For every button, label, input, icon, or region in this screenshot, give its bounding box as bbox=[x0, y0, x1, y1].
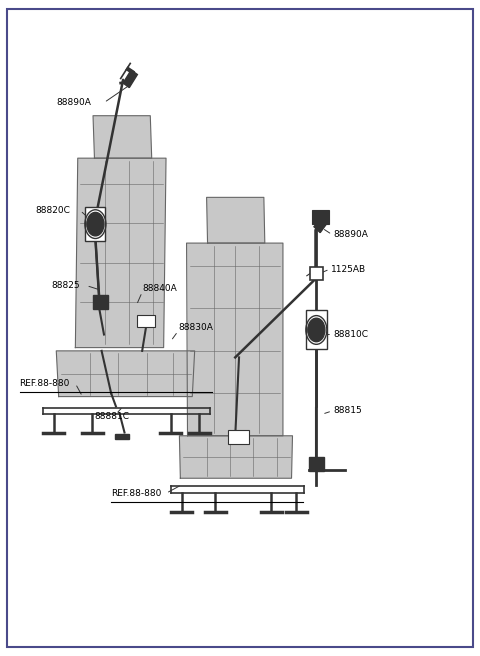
Text: 88825: 88825 bbox=[51, 281, 80, 290]
FancyBboxPatch shape bbox=[137, 315, 155, 327]
FancyBboxPatch shape bbox=[306, 310, 327, 349]
Text: 88890A: 88890A bbox=[56, 98, 91, 107]
Polygon shape bbox=[93, 115, 152, 158]
Polygon shape bbox=[187, 243, 283, 436]
Text: 1125AB: 1125AB bbox=[331, 265, 366, 274]
FancyBboxPatch shape bbox=[312, 210, 329, 224]
Text: 88830A: 88830A bbox=[178, 323, 213, 333]
Polygon shape bbox=[180, 436, 292, 478]
Polygon shape bbox=[206, 197, 265, 243]
Text: REF.88-880: REF.88-880 bbox=[111, 489, 162, 498]
FancyBboxPatch shape bbox=[228, 430, 249, 444]
Text: REF.88-880: REF.88-880 bbox=[20, 379, 70, 388]
FancyBboxPatch shape bbox=[85, 207, 106, 241]
Polygon shape bbox=[115, 434, 129, 439]
Text: 88820C: 88820C bbox=[36, 206, 71, 215]
FancyBboxPatch shape bbox=[309, 457, 324, 471]
FancyBboxPatch shape bbox=[310, 266, 323, 279]
Text: 88890A: 88890A bbox=[333, 230, 368, 239]
Text: 88815: 88815 bbox=[333, 407, 362, 415]
Circle shape bbox=[87, 213, 104, 236]
Polygon shape bbox=[314, 216, 328, 233]
Circle shape bbox=[308, 318, 325, 342]
Polygon shape bbox=[123, 70, 137, 88]
Polygon shape bbox=[56, 351, 195, 397]
Polygon shape bbox=[75, 158, 166, 348]
Text: 88881C: 88881C bbox=[95, 412, 130, 420]
Text: 88840A: 88840A bbox=[142, 284, 177, 293]
Text: 88810C: 88810C bbox=[333, 330, 368, 339]
FancyBboxPatch shape bbox=[93, 295, 108, 309]
